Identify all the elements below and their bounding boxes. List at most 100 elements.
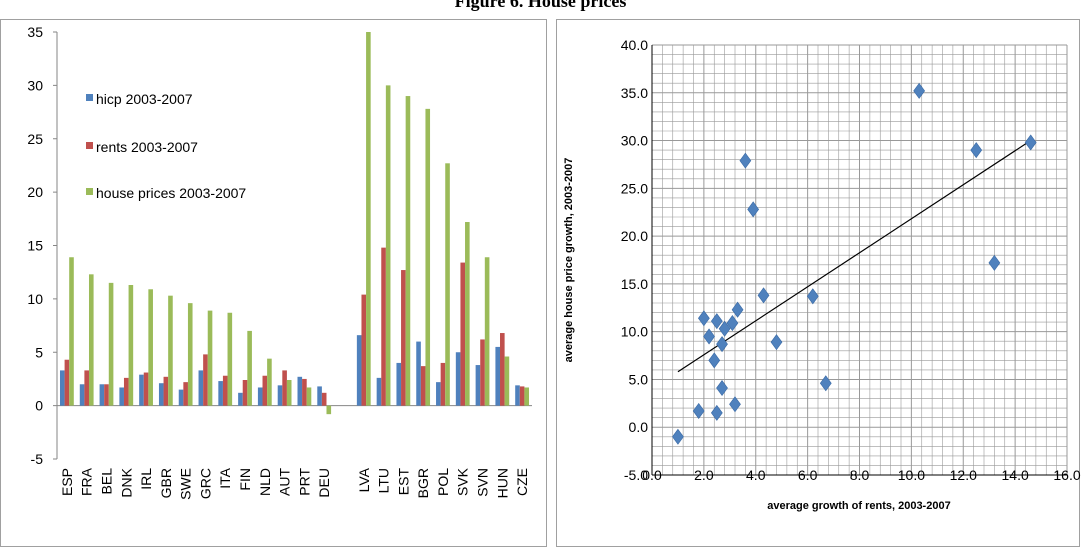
bar-house-prices [445, 163, 450, 406]
bar-house-prices [187, 303, 193, 406]
bar-hicp [158, 383, 164, 406]
bar-hicp [297, 376, 303, 406]
bar-house-prices [286, 380, 292, 406]
bar-x-tick-label: IRL [138, 468, 154, 490]
legend-swatch-hicp [86, 94, 93, 101]
scatter-points [672, 82, 1037, 445]
bar-rents [500, 333, 505, 406]
bar-house-prices [366, 32, 371, 406]
bar-rents [163, 376, 169, 406]
bar-x-tick-label: ITA [217, 467, 233, 488]
legend-label-rents: rents 2003-2007 [96, 139, 198, 155]
bar-house-prices [465, 222, 470, 406]
scatter-y-tick-label: 0.0 [629, 419, 649, 435]
bar-house-prices [247, 330, 252, 406]
bar-y-tick-label: 35 [27, 24, 43, 40]
scatter-point [710, 313, 723, 330]
bar-hicp [436, 382, 441, 406]
bar-x-tick-label: FIN [237, 468, 253, 491]
bar-rents [282, 370, 287, 406]
scatter-y-tick-label: 25.0 [621, 180, 648, 196]
bar-y-tick-label: 0 [35, 398, 43, 414]
figure-title: Figure 6. House prices [454, 0, 627, 11]
bar-rents [519, 386, 525, 406]
bar-rents [104, 384, 109, 406]
bar-hicp [495, 346, 501, 406]
scatter-point [757, 287, 770, 304]
bar-house-prices [227, 312, 233, 406]
bar-x-tick-label: DNK [118, 467, 134, 497]
bar-hicp [475, 365, 481, 406]
bar-x-tick-label: HUN [494, 468, 510, 498]
bar-house-prices [108, 282, 114, 406]
bar-y-tick-label: 10 [27, 291, 43, 307]
bar-y-tick-label: 15 [27, 238, 43, 254]
bar-x-tick-label: LVA [356, 467, 372, 492]
bar-x-axis-labels: ESP FRA BEL DNK IRL GBR SWE GRC ITA FIN NLD AUT PRT D… [59, 467, 530, 500]
bar-x-tick-label: GRC [197, 468, 213, 499]
bar-house-prices [88, 274, 94, 406]
bar-rents [480, 339, 485, 406]
bar-hicp [59, 370, 65, 406]
scatter-x-tick-label: 2.0 [694, 467, 714, 483]
bar-y-tick-label: -5 [31, 451, 44, 467]
bar-series-group [59, 32, 530, 415]
bar-hicp [79, 384, 85, 406]
bar-x-tick-label: PRT [296, 468, 312, 496]
bar-rents [460, 262, 466, 406]
bar-x-tick-label: NLD [257, 468, 273, 496]
scatter-point [698, 310, 710, 327]
bar-y-axis: 35 30 25 20 15 10 5 0 -5 [27, 24, 532, 467]
bar-x-tick-label: BGR [415, 468, 431, 498]
bar-rents [203, 354, 208, 406]
bar-rents [361, 294, 367, 406]
bar-house-prices [326, 405, 332, 415]
bar-hicp [198, 370, 204, 406]
scatter-y-tick-label: 15.0 [621, 276, 648, 292]
bar-rents [262, 375, 268, 406]
scatter-point [739, 152, 752, 169]
scatter-x-tick-label: 6.0 [798, 467, 818, 483]
scatter-point [672, 428, 684, 445]
scatter-y-tick-label: 35.0 [621, 85, 648, 101]
bar-hicp [515, 385, 520, 406]
bar-x-tick-label: FRA [79, 467, 95, 496]
bar-house-prices [207, 310, 213, 406]
scatter-point [770, 334, 783, 351]
scatter-point [747, 201, 760, 218]
scatter-x-tick-label: 16.0 [1053, 467, 1080, 483]
bar-rents [64, 359, 70, 406]
bar-hicp [119, 387, 124, 406]
bar-y-tick-label: 20 [27, 184, 43, 200]
bar-hicp [277, 385, 283, 406]
bar-house-prices [524, 387, 530, 406]
bar-house-prices [69, 257, 74, 406]
bar-y-tick-label: 30 [27, 77, 43, 93]
scatter-point [913, 82, 926, 99]
bar-x-tick-label: AUT [277, 468, 293, 496]
bar-rents [143, 372, 149, 406]
bar-house-prices [306, 387, 312, 406]
bar-hicp [99, 384, 105, 406]
bar-chart: 35 30 25 20 15 10 5 0 -5 ESP FRA BEL DNK IRL GBR SWE GR… [0, 19, 547, 547]
scatter-y-tick-label: 30.0 [621, 133, 648, 149]
scatter-x-axis-title: average growth of rents, 2003-2007 [767, 500, 950, 512]
bar-hicp [455, 352, 461, 406]
scatter-point [703, 328, 715, 345]
scatter-y-tick-label: 40.0 [621, 37, 648, 53]
bar-rents [242, 380, 248, 406]
bar-rents [321, 392, 327, 406]
scatter-axes: 40.035.030.025.020.015.010.05.00.0-5.00.… [621, 37, 1081, 483]
bar-y-tick-label: 25 [27, 131, 43, 147]
scatter-point [988, 254, 1001, 271]
bar-hicp [218, 381, 223, 406]
scatter-x-tick-label: 0.0 [642, 467, 662, 483]
bar-x-tick-label: SWE [178, 468, 194, 500]
bar-x-tick-label: GBR [158, 468, 174, 498]
bar-x-tick-label: ESP [59, 468, 75, 496]
bar-x-tick-label: POL [435, 468, 451, 496]
scatter-point [731, 301, 744, 318]
scatter-trendline [677, 140, 1032, 373]
bar-hicp [416, 341, 421, 406]
bar-hicp [396, 362, 402, 406]
